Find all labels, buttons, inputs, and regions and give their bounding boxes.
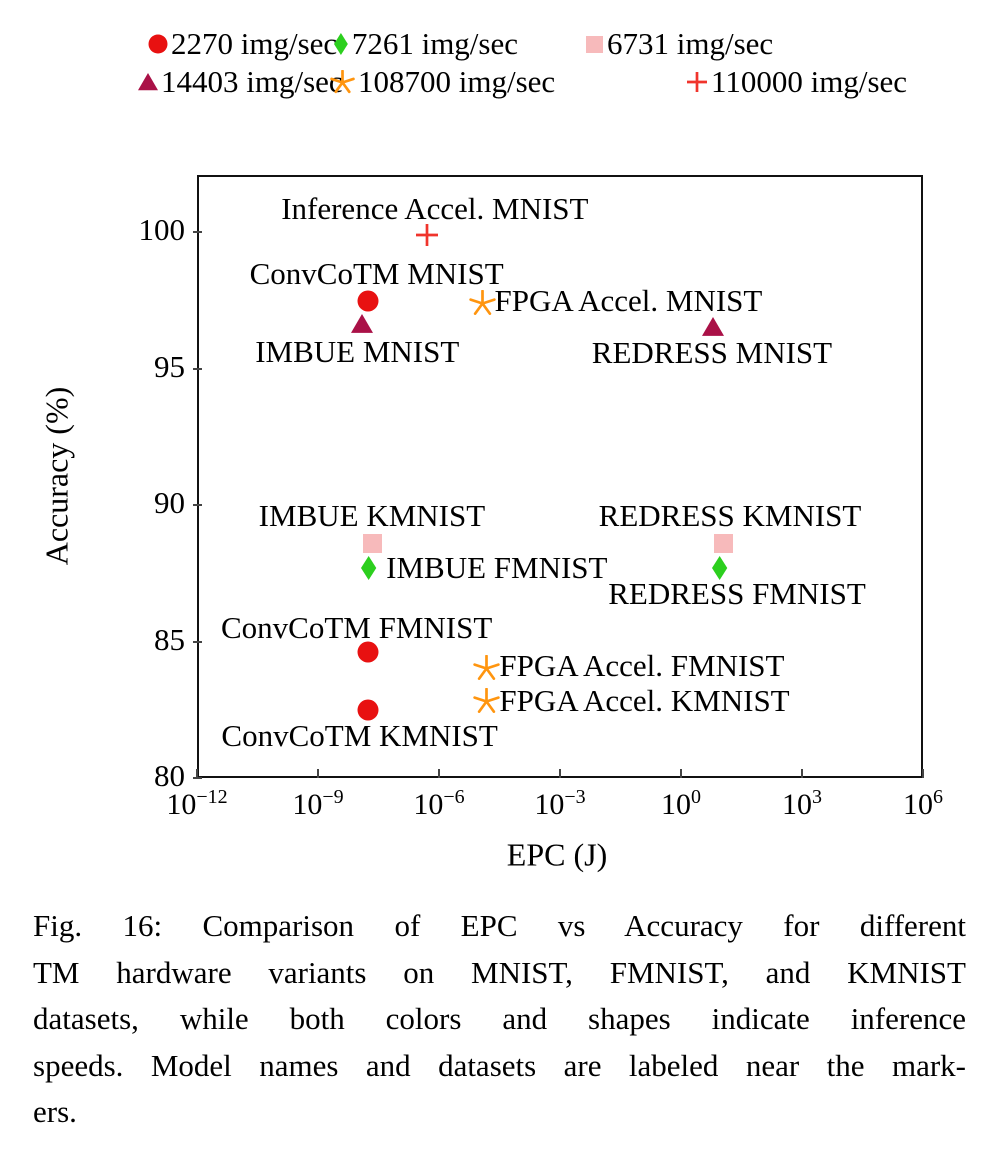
- circle-data-marker: [357, 290, 379, 317]
- x-tick-mark: [680, 769, 682, 778]
- y-tick-label: 85: [154, 621, 185, 657]
- x-tick-label: 100: [661, 786, 701, 821]
- plot-border: [197, 175, 923, 778]
- point-label: FPGA Accel. MNIST: [494, 283, 763, 319]
- legend-item: 2270 img/sec: [148, 26, 337, 62]
- y-tick-label: 90: [154, 485, 185, 521]
- plus-data-marker: [415, 223, 439, 252]
- legend-label: 110000 img/sec: [711, 64, 908, 99]
- figure-caption: Fig. 16: Comparison of EPC vs Accuracy f…: [33, 903, 966, 1136]
- circle-data-marker: [357, 699, 379, 726]
- point-label: Inference Accel. MNIST: [281, 191, 589, 227]
- square-data-marker: [713, 533, 734, 559]
- x-tick-label: 106: [903, 786, 943, 821]
- point-label: ConvCoTM MNIST: [249, 255, 504, 291]
- point-label: ConvCoTM KMNIST: [221, 717, 498, 753]
- triangle-data-marker: [351, 314, 374, 338]
- x-axis-label: EPC (J): [506, 836, 608, 873]
- point-label: IMBUE FMNIST: [386, 549, 608, 585]
- y-tick-mark: [193, 777, 202, 779]
- point-label: FPGA Accel. KMNIST: [499, 682, 790, 718]
- point-label: IMBUE MNIST: [255, 334, 460, 370]
- x-tick-label: 10−9: [292, 786, 344, 821]
- diamond-data-marker: [711, 555, 728, 585]
- star-data-marker: [473, 687, 500, 720]
- y-tick-mark: [193, 640, 202, 643]
- star-data-marker: [469, 289, 496, 322]
- point-label: REDRESS FMNIST: [608, 575, 866, 611]
- point-label: REDRESS MNIST: [591, 334, 833, 370]
- x-tick-mark: [559, 769, 561, 778]
- circle-marker-icon: [148, 34, 168, 54]
- x-tick-mark: [438, 769, 440, 778]
- plus-marker-icon: [686, 71, 708, 93]
- y-tick-label: 95: [154, 348, 185, 384]
- x-tick-mark: [922, 769, 924, 778]
- point-label: REDRESS KMNIST: [598, 498, 862, 534]
- triangle-data-marker: [701, 316, 724, 341]
- y-tick-mark: [193, 231, 202, 234]
- legend-item: 7261 img/sec: [333, 26, 518, 62]
- caption-line: speeds. Model names and datasets are lab…: [33, 1047, 966, 1083]
- circle-data-marker: [357, 641, 379, 668]
- y-tick-mark: [193, 367, 202, 370]
- x-tick-mark: [801, 769, 803, 778]
- point-label: FPGA Accel. FMNIST: [499, 647, 785, 683]
- legend-label: 2270 img/sec: [171, 26, 338, 61]
- caption-line: ers.: [33, 1094, 77, 1129]
- point-label: IMBUE KMNIST: [258, 498, 486, 534]
- caption-line: TM hardware variants on MNIST, FMNIST, a…: [33, 954, 966, 990]
- star-marker-icon: [330, 69, 355, 95]
- square-marker-icon: [585, 35, 604, 54]
- diamond-marker-icon: [333, 33, 349, 55]
- caption-line: datasets, while both colors and shapes i…: [33, 1001, 966, 1036]
- legend-label: 7261 img/sec: [351, 26, 518, 61]
- x-tick-label: 10−6: [413, 786, 465, 821]
- caption-line: Fig. 16: Comparison of EPC vs Accuracy f…: [33, 908, 966, 943]
- square-data-marker: [362, 533, 383, 559]
- star-data-marker: [473, 655, 500, 687]
- x-tick-mark: [317, 769, 319, 778]
- legend-item: 14403 img/sec: [138, 64, 343, 100]
- legend-label: 14403 img/sec: [161, 64, 343, 99]
- y-tick-label: 80: [154, 758, 185, 793]
- y-tick-label: 100: [138, 212, 186, 248]
- x-tick-label: 103: [782, 786, 822, 821]
- y-axis-label: Accuracy (%): [38, 386, 75, 566]
- x-tick-label: 10−3: [534, 786, 586, 821]
- legend-label: 6731 img/sec: [607, 26, 774, 61]
- legend-item: 6731 img/sec: [585, 26, 773, 62]
- legend-label: 108700 img/sec: [358, 64, 556, 99]
- y-tick-mark: [193, 504, 202, 507]
- x-tick-mark: [196, 769, 198, 778]
- legend-item: 108700 img/sec: [330, 64, 555, 100]
- legend-item: 110000 img/sec: [686, 64, 907, 100]
- x-tick-label: 10−12: [166, 786, 228, 821]
- triangle-marker-icon: [138, 73, 158, 91]
- point-label: ConvCoTM FMNIST: [220, 610, 493, 646]
- diamond-data-marker: [360, 555, 377, 585]
